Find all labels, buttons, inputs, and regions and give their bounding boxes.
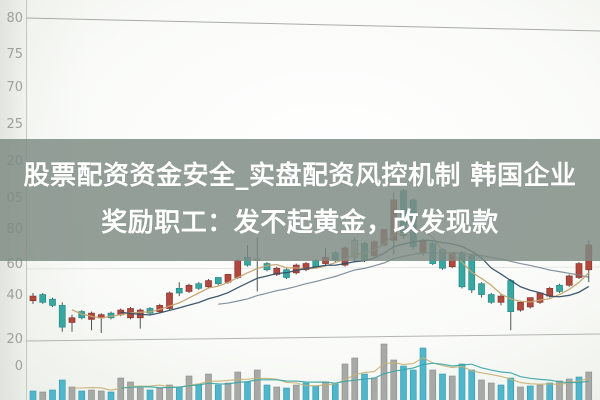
y-axis-tick-label: 20 bbox=[6, 332, 23, 347]
y-axis-tick-label: 40 bbox=[6, 288, 23, 303]
headline-line-1: 股票配资资金安全_实盘配资风控机制 韩国企业 bbox=[23, 161, 577, 191]
headline-line-2: 奖励职工：发不起黄金，改发现款 bbox=[101, 208, 499, 238]
y-axis-tick-label: 80 bbox=[6, 11, 23, 26]
y-axis-tick-label: 75 bbox=[6, 47, 23, 62]
y-axis-tick-label: 25 bbox=[6, 117, 23, 132]
title-overlay-band: 股票配资资金安全_实盘配资风控机制 韩国企业 奖励职工：发不起黄金，改发现款 bbox=[0, 139, 600, 261]
y-axis-tick-label: 0 bbox=[15, 359, 23, 374]
y-axis-tick-label: 70 bbox=[6, 80, 23, 95]
